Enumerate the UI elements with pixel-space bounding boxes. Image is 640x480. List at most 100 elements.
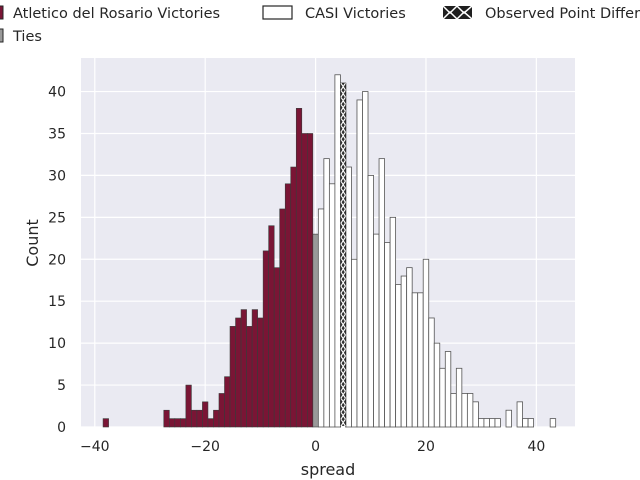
histogram-bar [351, 258, 358, 428]
histogram-bar [307, 133, 314, 428]
y-tick-label: 15 [48, 294, 66, 310]
histogram-bar [229, 326, 236, 428]
x-tick-label: −20 [190, 439, 220, 455]
histogram-bar [472, 401, 479, 428]
histogram-bar [102, 418, 109, 428]
histogram-bar [257, 317, 264, 428]
histogram-bar [246, 326, 253, 428]
x-tick-label: 20 [417, 439, 435, 455]
histogram-bar [494, 418, 501, 428]
histogram-bar [411, 292, 419, 428]
legend-label-ties: Ties [12, 29, 42, 45]
histogram-bar [235, 317, 242, 428]
histogram-bar [279, 208, 286, 428]
histogram-bar [218, 393, 225, 428]
histogram-bar [367, 175, 374, 428]
histogram-bar [174, 418, 181, 428]
x-tick-label: −40 [80, 439, 110, 455]
histogram-bar [290, 166, 297, 428]
histogram-bar [262, 250, 269, 428]
histogram-bar [328, 183, 336, 428]
legend-swatch-atletico [0, 5, 4, 20]
histogram-bar [251, 309, 258, 428]
legend-item-observed: Observed Point Differential [442, 4, 640, 22]
histogram-bar [301, 133, 308, 428]
legend-label-casi: CASI Victories [305, 6, 406, 22]
legend-swatch-ties [0, 28, 4, 43]
histogram-bar [522, 418, 529, 428]
histogram-bar [334, 74, 341, 428]
y-tick-label: 30 [48, 168, 66, 184]
legend-swatch-observed-hatch [442, 4, 473, 21]
histogram-bar [489, 418, 496, 428]
histogram-bar [433, 342, 441, 428]
y-tick-labels: 0 5 10 15 20 25 30 35 40 [48, 85, 66, 436]
histogram-bar [323, 158, 330, 428]
histogram-bar [191, 409, 198, 428]
y-tick-label: 20 [48, 252, 66, 268]
y-axis-label: Count [23, 219, 42, 267]
y-tick-label: 35 [48, 126, 66, 142]
observed-differential-hatch [340, 82, 346, 428]
x-tick-label: 0 [311, 439, 320, 455]
histogram-bar [373, 233, 380, 428]
histogram-bar [317, 208, 325, 428]
histogram-bars [102, 74, 557, 428]
histogram-bar [505, 409, 512, 428]
histogram-bar [461, 393, 468, 428]
legend-item-atletico: Atletico del Rosario Victories [0, 5, 220, 22]
y-tick-label: 40 [48, 85, 66, 101]
legend-swatch-observed [443, 6, 472, 19]
histogram-bar [527, 418, 535, 428]
histogram-bar [378, 158, 385, 428]
histogram-bar [295, 108, 303, 428]
histogram-bar [450, 393, 457, 428]
histogram-bar [268, 225, 275, 428]
histogram-bar [169, 418, 176, 428]
histogram-bar [428, 317, 435, 428]
legend-label-atletico: Atletico del Rosario Victories [13, 6, 220, 22]
histogram-bar [207, 418, 214, 428]
legend-item-casi: CASI Victories [262, 5, 406, 22]
histogram-bar [196, 409, 203, 428]
legend-swatch-casi [262, 5, 293, 20]
histogram-bar [384, 242, 391, 428]
x-axis-label: spread [301, 460, 356, 479]
histogram-bar [284, 183, 292, 428]
y-tick-label: 5 [57, 378, 66, 394]
histogram-bar [185, 384, 192, 428]
histogram-bar [455, 367, 463, 428]
histogram-bar [395, 284, 402, 428]
histogram-bar [240, 309, 247, 428]
histogram-bar [444, 351, 452, 428]
histogram-bar [516, 401, 523, 428]
histogram-bar [213, 409, 220, 428]
histogram-bar [439, 367, 446, 428]
x-tick-label: 40 [527, 439, 545, 455]
histogram-bar [273, 267, 281, 428]
histogram-bar [406, 267, 413, 428]
histogram-bar [478, 418, 485, 428]
legend-label-observed: Observed Point Differential [485, 6, 640, 22]
histogram-bar [202, 401, 209, 428]
y-tick-label: 10 [48, 336, 66, 352]
histogram-bar [356, 99, 363, 428]
histogram-bar [422, 258, 430, 428]
legend: Atletico del Rosario Victories Ties CASI… [0, 4, 640, 45]
y-tick-label: 25 [48, 210, 66, 226]
histogram-bar [400, 275, 408, 428]
histogram-bar [549, 418, 557, 428]
histogram-bar [312, 233, 319, 428]
x-tick-labels: −40 −20 0 20 40 [80, 439, 545, 455]
histogram-bar [224, 376, 231, 428]
histogram-bar [483, 418, 490, 428]
y-tick-label: 0 [57, 420, 66, 436]
histogram-bar [466, 393, 474, 428]
legend-item-ties: Ties [0, 28, 42, 45]
histogram-bar [180, 418, 187, 428]
histogram-bar [362, 91, 369, 428]
histogram-bar [163, 409, 170, 428]
histogram-bar [417, 292, 424, 428]
histogram-bar [345, 166, 352, 428]
